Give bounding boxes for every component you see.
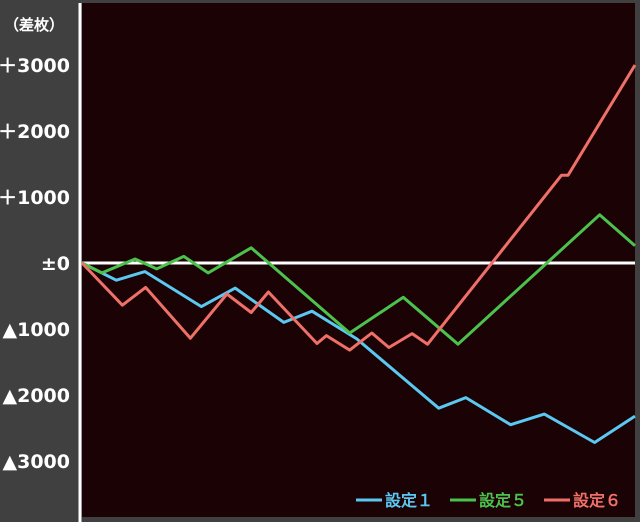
series-line-3: [80, 64, 637, 352]
y-tick-label: ＋2000: [0, 121, 70, 143]
y-tick-label: ±0: [41, 253, 70, 275]
legend-label: 設定６: [573, 491, 621, 510]
y-tick-labels: ＋3000 ＋2000 ＋1000 ±0 ▲1000 ▲2000 ▲3000: [0, 55, 70, 473]
series-lines: [80, 64, 637, 444]
y-tick-label: ＋3000: [0, 55, 70, 77]
unit-label: （差枚）: [4, 16, 64, 34]
legend-label: 設定５: [479, 491, 527, 510]
y-tick-label: ▲3000: [3, 451, 71, 473]
series-line-1: [81, 261, 636, 444]
y-tick-label: ＋1000: [0, 187, 70, 209]
legend-label: 設定１: [385, 491, 433, 510]
y-tick-label: ▲1000: [3, 319, 71, 341]
series-line-2: [81, 213, 636, 346]
legend: 設定１ 設定５ 設定６: [356, 491, 621, 510]
y-tick-label: ▲2000: [3, 385, 71, 407]
